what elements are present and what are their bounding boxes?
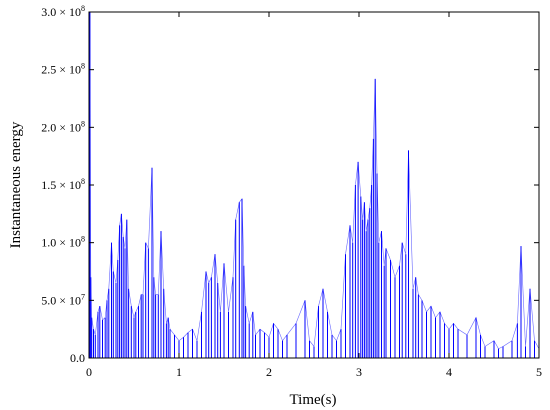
y-tick-label: 0.0 (70, 351, 85, 365)
x-tick-label: 2 (266, 365, 272, 379)
y-tick-label: 1.0 × 108 (41, 235, 85, 250)
x-axis-title: Time(s) (290, 392, 337, 408)
y-tick-label: 2.0 × 108 (41, 119, 85, 134)
plot-frame (88, 11, 540, 359)
x-tick-label: 1 (176, 365, 182, 379)
y-tick-label: 2.5 × 108 (41, 62, 85, 77)
y-tick-label: 1.5 × 108 (41, 177, 85, 192)
series-trace (89, 11, 540, 350)
x-tick-label: 5 (536, 365, 542, 379)
x-tick-label: 0 (86, 365, 92, 379)
series-spikes (89, 11, 540, 358)
y-axis: 0.0 5.0 × 107 1.0 × 108 1.5 × 108 2.0 × 108 2… (41, 4, 539, 365)
x-tick-label: 3 (356, 365, 362, 379)
x-axis: 0 1 2 3 4 5 (86, 12, 542, 379)
x-tick-label: 4 (446, 365, 452, 379)
y-tick-label: 3.0 × 108 (41, 4, 85, 19)
y-axis-title: Instantaneous energy (8, 121, 24, 248)
y-tick-label: 5.0 × 107 (41, 292, 85, 307)
